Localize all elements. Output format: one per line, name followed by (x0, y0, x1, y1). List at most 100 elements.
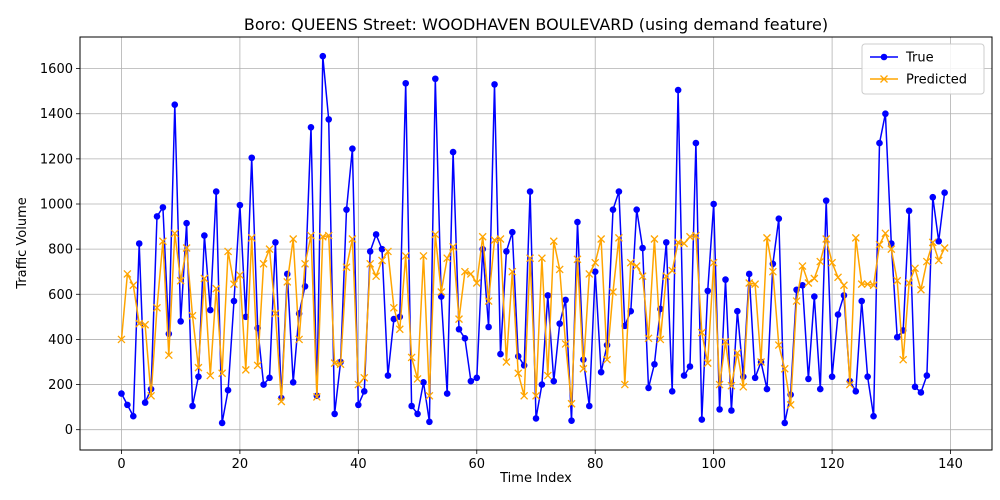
data-point-predicted (911, 264, 919, 273)
y-tick-label: 1200 (40, 152, 73, 167)
data-point-true (408, 402, 415, 410)
y-tick-label: 400 (48, 333, 73, 348)
data-point-true (384, 372, 392, 379)
data-point-predicted (798, 262, 807, 271)
data-point-true (550, 377, 558, 385)
data-point-predicted (875, 240, 884, 249)
data-point-predicted (520, 391, 529, 400)
data-point-true (520, 362, 528, 369)
data-point-predicted (283, 277, 292, 286)
data-point-predicted (834, 273, 842, 282)
data-point-predicted (905, 279, 914, 287)
data-point-true (745, 270, 753, 278)
data-point-true (633, 206, 640, 213)
data-point-true (834, 311, 842, 318)
data-point-predicted (839, 281, 848, 290)
y-tick-label: 200 (48, 378, 73, 393)
data-point-predicted (567, 399, 576, 408)
data-point-true (609, 206, 617, 213)
data-point-predicted (709, 258, 718, 267)
data-point-predicted (401, 251, 410, 260)
data-point-predicted (561, 339, 570, 348)
data-point-true (686, 363, 694, 370)
data-point-true (449, 148, 457, 156)
data-point-predicted (774, 341, 783, 350)
data-point-true (692, 139, 700, 147)
data-point-predicted (922, 257, 931, 266)
legend-label-true: True (905, 51, 934, 66)
data-point-predicted (466, 270, 475, 278)
data-point-true (177, 318, 184, 325)
data-point-predicted (508, 267, 517, 276)
data-point-true (426, 418, 433, 426)
data-point-true (680, 372, 688, 379)
data-point-predicted (123, 270, 132, 278)
data-point-true (562, 296, 569, 304)
data-point-true (876, 139, 883, 147)
y-tick-label: 1400 (40, 107, 73, 122)
x-tick-label: 0 (117, 457, 125, 472)
data-point-predicted (863, 280, 872, 289)
data-point-predicted (182, 244, 191, 252)
data-point-true (171, 101, 179, 109)
data-point-predicted (318, 232, 327, 241)
data-point-predicted (437, 288, 446, 296)
data-point-true (218, 419, 226, 427)
data-point-true (118, 390, 125, 397)
x-axis-label: Time Index (499, 471, 572, 486)
data-point-predicted (484, 297, 493, 306)
data-point-true (781, 419, 789, 427)
data-point-true (503, 248, 510, 255)
data-point-true (532, 415, 540, 422)
data-point-true (289, 378, 297, 386)
data-point-predicted (212, 284, 221, 293)
data-point-true (230, 297, 238, 305)
data-point-true (467, 377, 475, 385)
data-point-true (349, 145, 356, 153)
data-point-predicted (170, 229, 179, 238)
legend-label-predicted: Predicted (906, 73, 967, 88)
data-point-predicted (686, 232, 694, 241)
legend-marker-circle (880, 53, 888, 61)
data-point-predicted (295, 335, 304, 344)
data-point-true (858, 297, 866, 305)
data-point-predicted (745, 279, 754, 287)
data-point-true (331, 410, 338, 418)
data-point-predicted (265, 245, 274, 254)
data-point-predicted (816, 257, 825, 266)
data-point-true (526, 188, 534, 195)
data-point-true (360, 388, 368, 395)
data-point-predicted (751, 280, 760, 289)
data-point-true (390, 315, 398, 323)
data-point-true (343, 206, 350, 213)
data-point-predicted (413, 374, 422, 383)
data-point-predicted (899, 355, 908, 364)
legend: True Predicted (861, 43, 985, 95)
data-point-true (591, 268, 599, 276)
data-point-true (153, 213, 161, 220)
data-point-predicted (164, 351, 173, 360)
data-point-true (828, 373, 836, 380)
data-point-true (734, 307, 741, 315)
data-point-true (189, 402, 196, 410)
data-point-true (941, 189, 948, 197)
data-point-predicted (129, 281, 138, 290)
data-point-predicted (626, 258, 635, 267)
y-tick-label: 1600 (40, 62, 73, 77)
data-point-predicted (490, 236, 499, 245)
data-point-predicted (928, 238, 937, 247)
data-point-predicted (792, 297, 801, 306)
data-point-true (574, 218, 581, 226)
data-point-predicted (514, 369, 523, 378)
y-axis: 0 200 400 600 800 1000 1200 1400 1600 (40, 62, 80, 438)
data-point-true (645, 384, 652, 392)
x-tick-label: 20 (232, 457, 249, 472)
data-point-true (355, 401, 362, 409)
data-point-predicted (537, 254, 546, 263)
data-point-predicted (419, 251, 428, 260)
data-point-true (129, 412, 137, 420)
data-point-true (751, 374, 759, 382)
data-point-true (816, 385, 824, 393)
data-point-true (763, 385, 771, 393)
data-point-true (402, 79, 410, 87)
